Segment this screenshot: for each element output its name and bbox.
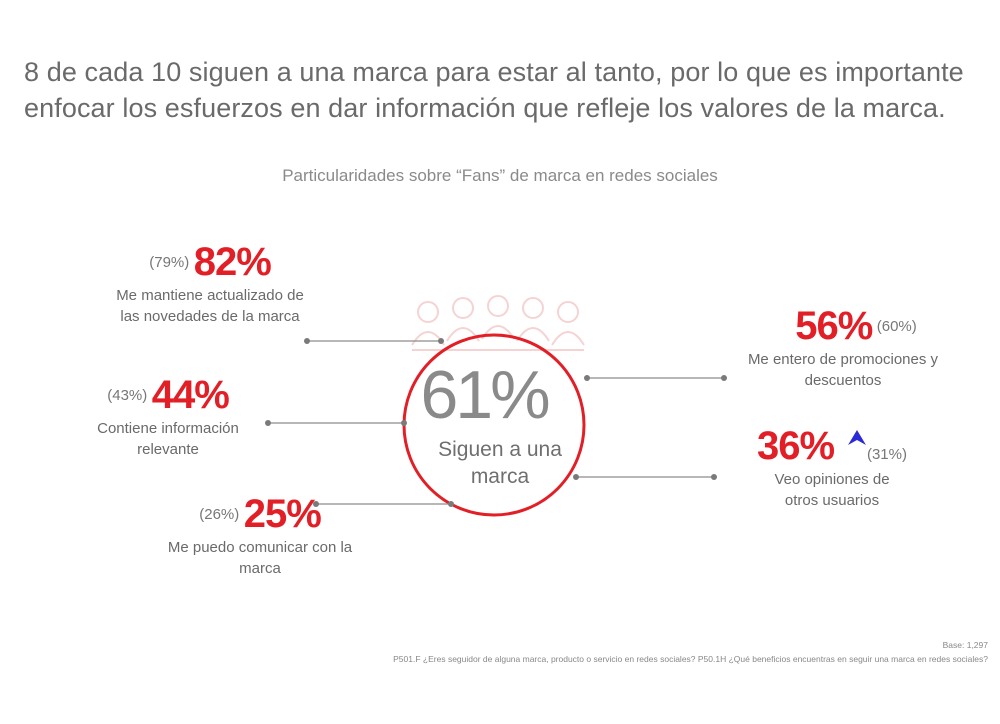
connector-44-dot bbox=[401, 420, 407, 426]
stat-item-82: (79%) 82% Me mantiene actualizado de las… bbox=[110, 240, 310, 327]
connector-56-dot bbox=[584, 375, 590, 381]
stat-item-25: (26%) 25% Me puedo comunicar con la marc… bbox=[160, 492, 360, 579]
stat-label: Me entero de promociones y descuentos bbox=[747, 351, 939, 389]
stat-value: 56% bbox=[795, 304, 873, 348]
stat-value: 44% bbox=[151, 373, 230, 417]
center-label: Siguen a una marca bbox=[438, 438, 562, 488]
trend-up-icon bbox=[848, 430, 866, 445]
footer-question: P501.F ¿Eres seguidor de alguna marca, p… bbox=[393, 654, 988, 664]
stat-label: Contiene información relevante bbox=[97, 420, 239, 458]
stat-value: 25% bbox=[243, 492, 322, 536]
stat-value: 36% bbox=[757, 424, 835, 468]
stat-item-56: 56% (60%) Me entero de promociones y des… bbox=[738, 304, 948, 391]
stat-previous: (31%) bbox=[866, 446, 907, 463]
connector-44-dot bbox=[265, 420, 271, 426]
footer-base: Base: 1,297 bbox=[942, 640, 988, 650]
stat-label: Veo opiniones de otros usuarios bbox=[774, 471, 890, 509]
chart-title: Particularidades sobre “Fans” de marca e… bbox=[282, 166, 718, 185]
stat-value: 82% bbox=[193, 240, 272, 284]
stat-item-44: (43%) 44% Contiene información relevante bbox=[90, 373, 246, 460]
connector-82-dot bbox=[438, 338, 444, 344]
stat-previous: (60%) bbox=[876, 318, 917, 335]
connector-82-dot bbox=[304, 338, 310, 344]
stat-previous: (26%) bbox=[199, 506, 240, 523]
people-icon bbox=[411, 295, 585, 351]
connector-36-dot bbox=[711, 474, 717, 480]
connector-36-dot bbox=[573, 474, 579, 480]
stat-previous: (43%) bbox=[107, 387, 148, 404]
stat-previous: (79%) bbox=[149, 254, 190, 271]
connector-25-dot bbox=[448, 501, 454, 507]
center-value: 61% bbox=[420, 357, 550, 433]
headline: 8 de cada 10 siguen a una marca para est… bbox=[24, 57, 964, 123]
stat-label: Me puedo comunicar con la marca bbox=[167, 539, 353, 577]
connector-56-dot bbox=[721, 375, 727, 381]
connector-25-dot bbox=[313, 501, 319, 507]
stat-item-36: 36% (31%) Veo opiniones de otros usuario… bbox=[732, 424, 932, 511]
stat-label: Me mantiene actualizado de las novedades… bbox=[116, 287, 304, 325]
